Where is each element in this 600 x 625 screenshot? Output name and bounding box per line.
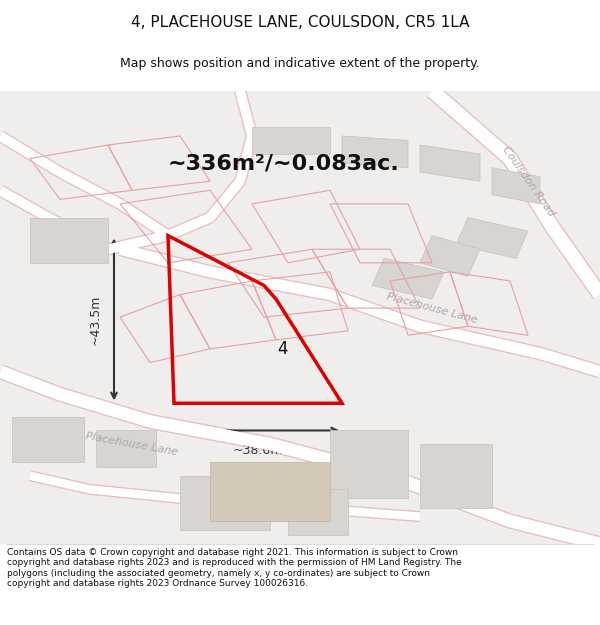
Polygon shape	[210, 462, 330, 521]
Polygon shape	[288, 489, 348, 534]
Polygon shape	[342, 136, 408, 168]
Text: Coulsdon Road: Coulsdon Road	[500, 144, 556, 218]
Text: ~43.5m: ~43.5m	[89, 294, 102, 344]
Text: ~38.0m: ~38.0m	[233, 444, 283, 457]
Polygon shape	[330, 431, 408, 499]
Polygon shape	[420, 444, 492, 508]
Polygon shape	[180, 476, 270, 530]
Polygon shape	[12, 417, 84, 462]
Polygon shape	[420, 145, 480, 181]
Text: Map shows position and indicative extent of the property.: Map shows position and indicative extent…	[120, 57, 480, 70]
Text: Contains OS data © Crown copyright and database right 2021. This information is : Contains OS data © Crown copyright and d…	[7, 548, 462, 588]
Text: 4: 4	[277, 340, 287, 358]
Text: Placehouse Lane: Placehouse Lane	[85, 431, 179, 457]
Text: 4, PLACEHOUSE LANE, COULSDON, CR5 1LA: 4, PLACEHOUSE LANE, COULSDON, CR5 1LA	[131, 15, 469, 30]
Polygon shape	[0, 91, 600, 544]
Polygon shape	[30, 217, 108, 262]
Polygon shape	[492, 168, 540, 204]
Polygon shape	[420, 236, 480, 276]
Text: Placehouse Lane: Placehouse Lane	[385, 291, 479, 325]
Polygon shape	[372, 258, 444, 299]
Text: ~336m²/~0.083ac.: ~336m²/~0.083ac.	[168, 153, 400, 173]
Polygon shape	[456, 217, 528, 258]
Polygon shape	[96, 431, 156, 467]
Polygon shape	[252, 127, 330, 154]
